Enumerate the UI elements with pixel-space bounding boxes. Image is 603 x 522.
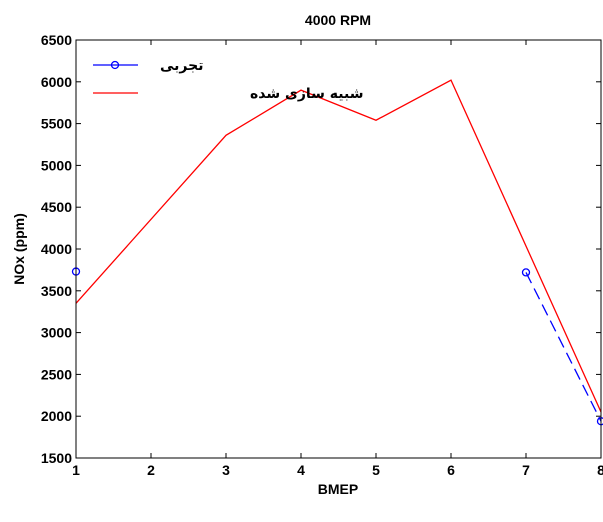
x-tick-label: 4 bbox=[297, 462, 305, 478]
series-line bbox=[525, 272, 602, 422]
y-tick-label: 5000 bbox=[41, 157, 72, 173]
legend-label-simulated: شبیه سازی شده bbox=[250, 86, 363, 102]
x-tick-label: 6 bbox=[447, 462, 455, 478]
y-tick-label: 6500 bbox=[41, 32, 72, 48]
x-tick-label: 7 bbox=[522, 462, 530, 478]
legend-label-experimental: تجربی bbox=[160, 58, 203, 74]
x-axis-title: BMEP bbox=[318, 481, 358, 497]
x-tick-label: 2 bbox=[147, 462, 155, 478]
y-tick-label: 3000 bbox=[41, 325, 72, 341]
y-tick-label: 5500 bbox=[41, 116, 72, 132]
legend: تجربی شبیه سازی شده bbox=[93, 58, 363, 102]
x-axis: 1 2 3 4 5 6 7 8 bbox=[72, 40, 603, 478]
y-tick-label: 4000 bbox=[41, 241, 72, 257]
y-tick-label: 1500 bbox=[41, 450, 72, 466]
y-tick-label: 6000 bbox=[41, 74, 72, 90]
y-tick-label: 2500 bbox=[41, 366, 72, 382]
legend-marker-experimental bbox=[110, 60, 120, 70]
y-tick-label: 4500 bbox=[41, 199, 72, 215]
data-point bbox=[521, 268, 531, 277]
y-tick-label: 3500 bbox=[41, 283, 72, 299]
x-tick-label: 5 bbox=[372, 462, 380, 478]
x-tick-label: 3 bbox=[222, 462, 230, 478]
chart-title: 4000 RPM bbox=[305, 12, 371, 28]
y-tick-label: 2000 bbox=[41, 408, 72, 424]
plot-area bbox=[75, 39, 602, 459]
plot-frame bbox=[75, 39, 602, 459]
x-tick-label: 8 bbox=[597, 462, 603, 478]
y-axis-title: NOx (ppm) bbox=[11, 213, 27, 285]
series-line bbox=[75, 79, 602, 413]
y-axis: 1500 2000 2500 3000 3500 4000 4500 5000 5500 6000… bbox=[41, 32, 601, 466]
x-tick-label: 1 bbox=[72, 462, 80, 478]
series-simulated bbox=[75, 79, 602, 413]
